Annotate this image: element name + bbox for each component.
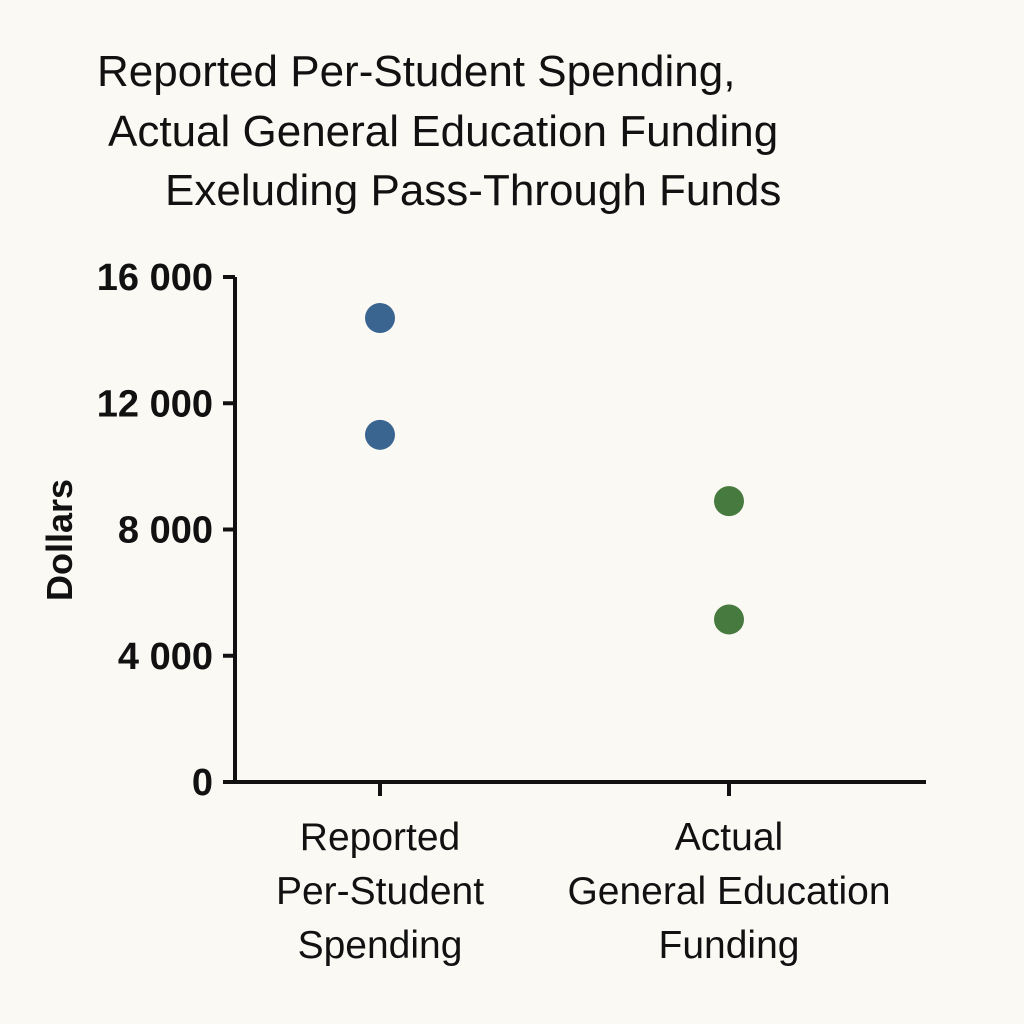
y-tick-label: 16 000 [97,257,213,299]
data-point [714,604,744,635]
x-category-label: Reported [300,816,460,859]
data-point [365,303,395,334]
x-category-label: Spending [298,924,463,967]
chart-title-line-3: Exeluding Pass-Through Funds [165,166,781,215]
data-point [714,486,744,517]
x-category-label: Actual [675,816,783,859]
x-axis-ticks: Reported Per-Student Spending Actual General… [276,782,891,967]
y-tick-label: 8 000 [118,510,213,552]
y-tick-label: 4 000 [118,636,213,678]
chart-title: Reported Per-Student Spending, Actual Ge… [97,47,781,215]
x-category-label: General Education [567,870,890,913]
y-tick-label: 0 [192,762,213,804]
chart-title-line-2: Actual General Education Funding [108,107,778,156]
data-point [365,419,395,450]
y-axis-title: Dollars [39,479,80,601]
y-axis-ticks: 0 4 000 8 000 12 000 16 000 [97,257,235,804]
data-points [365,303,744,635]
y-tick-label: 12 000 [97,383,213,425]
chart-title-line-1: Reported Per-Student Spending, [97,47,735,96]
x-category-label: Per-Student [276,870,484,913]
x-category-label: Funding [659,924,800,967]
